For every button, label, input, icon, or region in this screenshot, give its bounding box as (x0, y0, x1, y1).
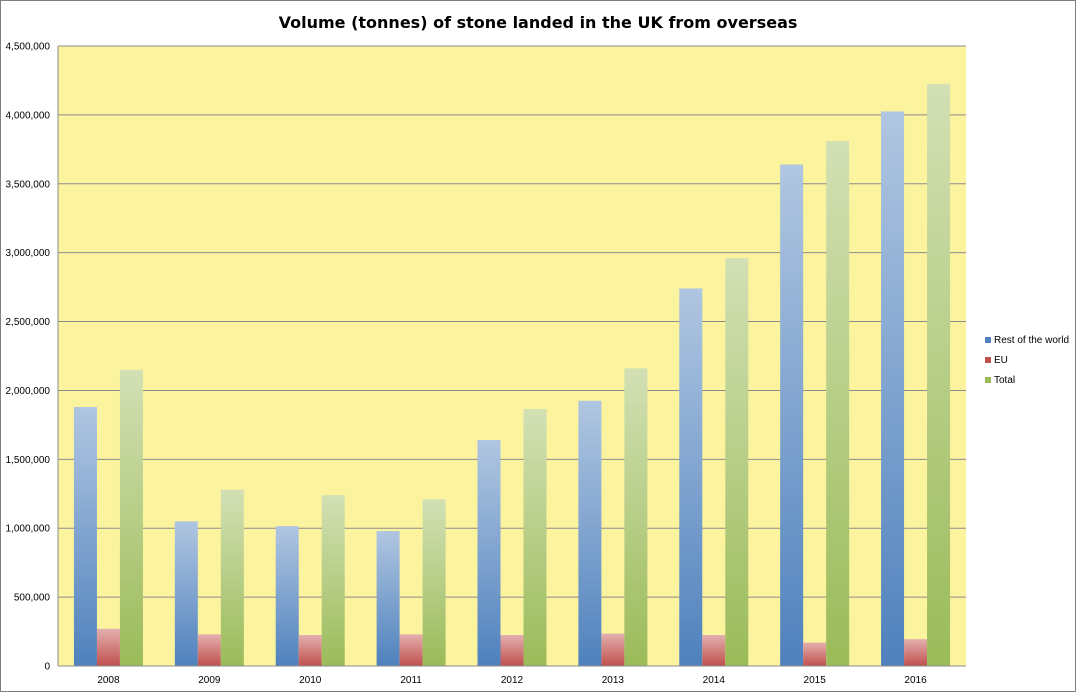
gridlines (58, 45, 966, 667)
x-tick-label: 2010 (299, 675, 322, 686)
bar-total-2008 (119, 369, 143, 666)
bar-eu-2014 (702, 635, 726, 666)
x-axis-tick-labels: 2008 2009 2010 2011 2012 2013 2014 2015 2016 (97, 675, 927, 686)
legend-label: EU (994, 355, 1008, 366)
y-tick-label: 2,500,000 (6, 317, 51, 328)
bar-eu-2008 (96, 628, 120, 666)
y-tick-label: 0 (44, 662, 50, 673)
chart-title: Volume (tonnes) of stone landed in the U… (279, 13, 798, 32)
bar-eu-2010 (298, 635, 322, 666)
y-tick-label: 500,000 (14, 593, 51, 604)
bar-eu-2013 (601, 633, 625, 666)
bar-rest-of-the-world-2008 (73, 406, 97, 666)
y-tick-label: 3,000,000 (6, 248, 51, 259)
legend-swatch (985, 357, 991, 363)
x-tick-label: 2015 (804, 675, 827, 686)
x-tick-label: 2013 (602, 675, 625, 686)
y-tick-label: 4,000,000 (6, 110, 51, 121)
x-tick-label: 2011 (400, 675, 422, 686)
bar-eu-2015 (803, 642, 827, 666)
bar-rest-of-the-world-2012 (477, 440, 501, 666)
bar-eu-2009 (197, 634, 221, 666)
legend: Rest of the world EU Total (985, 335, 1069, 386)
bar-rest-of-the-world-2016 (881, 111, 905, 666)
bar-total-2012 (523, 409, 547, 666)
y-axis-tick-labels: 0 500,000 1,000,000 1,500,000 2,000,000 2,500… (6, 42, 51, 673)
plot-area (58, 46, 966, 666)
legend-swatch (985, 377, 991, 383)
y-tick-label: 3,500,000 (6, 179, 51, 190)
bar-eu-2011 (399, 634, 423, 666)
x-tick-label: 2016 (904, 675, 927, 686)
x-tick-label: 2008 (97, 675, 120, 686)
bar-eu-2012 (500, 635, 524, 666)
bar-total-2014 (725, 258, 749, 666)
bar-total-2015 (826, 141, 850, 667)
bar-rest-of-the-world-2010 (275, 526, 299, 666)
axes (57, 46, 966, 667)
bar-rest-of-the-world-2013 (578, 400, 602, 666)
bar-total-2009 (220, 489, 244, 666)
bar-rest-of-the-world-2015 (780, 164, 804, 666)
x-tick-label: 2012 (501, 675, 524, 686)
x-tick-label: 2014 (703, 675, 726, 686)
y-tick-label: 4,500,000 (6, 42, 51, 53)
bar-rest-of-the-world-2011 (376, 530, 400, 666)
bar-eu-2016 (904, 639, 928, 666)
bars (73, 83, 951, 667)
bar-total-2013 (624, 368, 648, 666)
legend-label: Total (994, 375, 1015, 386)
y-tick-label: 1,000,000 (6, 524, 51, 535)
bar-rest-of-the-world-2009 (174, 521, 198, 666)
bar-total-2016 (927, 83, 951, 666)
legend-swatch (985, 337, 991, 343)
bar-rest-of-the-world-2014 (679, 288, 703, 666)
bar-total-2011 (422, 499, 446, 666)
y-tick-label: 2,000,000 (6, 386, 51, 397)
x-tick-label: 2009 (198, 675, 221, 686)
legend-label: Rest of the world (994, 335, 1069, 346)
bar-total-2010 (321, 495, 345, 666)
y-tick-label: 1,500,000 (6, 455, 51, 466)
